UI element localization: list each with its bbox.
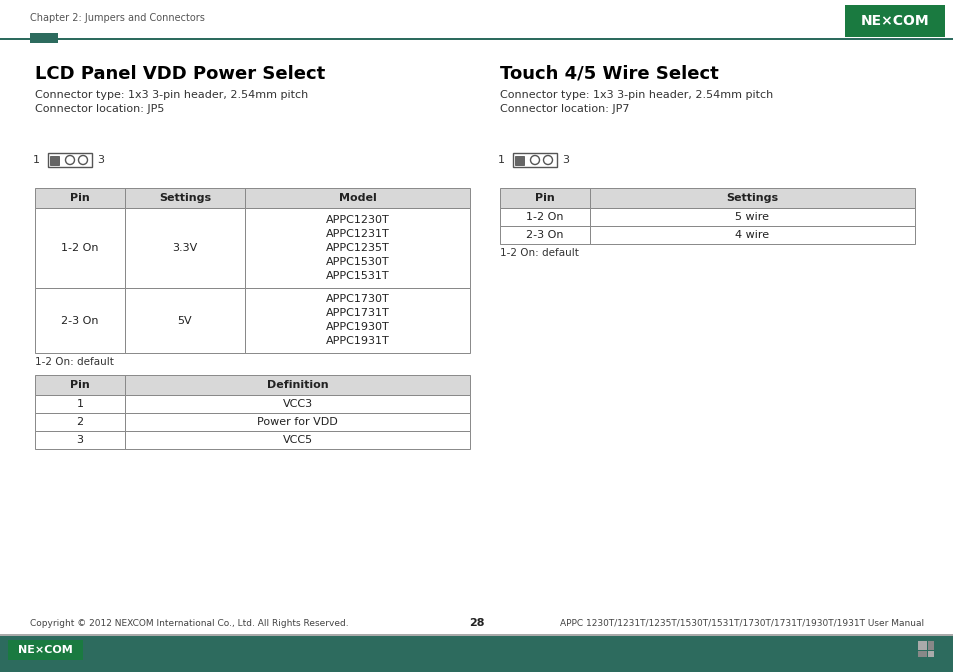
Text: Connector location: JP5: Connector location: JP5 <box>35 104 164 114</box>
Bar <box>35 288 125 353</box>
Bar <box>125 288 245 353</box>
Text: Chapter 2: Jumpers and Connectors: Chapter 2: Jumpers and Connectors <box>30 13 205 23</box>
Bar <box>125 431 470 449</box>
Bar <box>917 641 926 650</box>
Text: Power for VDD: Power for VDD <box>257 417 337 427</box>
Bar <box>515 155 523 165</box>
Bar <box>499 208 589 226</box>
Text: Connector type: 1x3 3-pin header, 2.54mm pitch: Connector type: 1x3 3-pin header, 2.54mm… <box>35 90 308 100</box>
Text: Pin: Pin <box>71 193 90 203</box>
Text: Model: Model <box>338 193 376 203</box>
Text: APPC1230T
APPC1231T
APPC1235T
APPC1530T
APPC1531T: APPC1230T APPC1231T APPC1235T APPC1530T … <box>325 215 389 281</box>
Bar <box>589 226 914 244</box>
Text: APPC1730T
APPC1731T
APPC1930T
APPC1931T: APPC1730T APPC1731T APPC1930T APPC1931T <box>325 294 389 347</box>
Text: VCC5: VCC5 <box>282 435 313 445</box>
Bar <box>125 208 245 288</box>
Text: 3: 3 <box>561 155 568 165</box>
Bar <box>125 413 470 431</box>
Bar <box>35 431 125 449</box>
Text: Copyright © 2012 NEXCOM International Co., Ltd. All Rights Reserved.: Copyright © 2012 NEXCOM International Co… <box>30 619 348 628</box>
Bar <box>35 375 125 395</box>
Text: VCC3: VCC3 <box>282 399 313 409</box>
Text: 2-3 On: 2-3 On <box>526 230 563 240</box>
Bar <box>245 288 470 353</box>
Text: 1-2 On: 1-2 On <box>526 212 563 222</box>
Bar <box>0 38 953 40</box>
Bar <box>245 208 470 288</box>
Bar <box>589 208 914 226</box>
Text: 2: 2 <box>76 417 84 427</box>
Bar <box>125 188 245 208</box>
Bar <box>589 188 914 208</box>
Text: Touch 4/5 Wire Select: Touch 4/5 Wire Select <box>499 65 718 83</box>
Text: 5 wire: 5 wire <box>735 212 769 222</box>
Bar <box>0 636 953 672</box>
Bar <box>30 33 58 43</box>
Bar <box>917 651 926 657</box>
Bar <box>499 226 589 244</box>
Text: 28: 28 <box>469 618 484 628</box>
Bar <box>48 153 91 167</box>
Text: 1: 1 <box>497 155 504 165</box>
Bar <box>35 208 125 288</box>
Bar <box>35 413 125 431</box>
Text: Connector location: JP7: Connector location: JP7 <box>499 104 629 114</box>
Text: NE×COM: NE×COM <box>860 14 928 28</box>
Bar <box>499 188 589 208</box>
Text: 1-2 On: default: 1-2 On: default <box>35 357 113 367</box>
Text: Settings: Settings <box>725 193 778 203</box>
Text: Definition: Definition <box>267 380 328 390</box>
Bar <box>927 651 933 657</box>
Text: Pin: Pin <box>71 380 90 390</box>
Text: 2-3 On: 2-3 On <box>61 315 99 325</box>
Text: Connector type: 1x3 3-pin header, 2.54mm pitch: Connector type: 1x3 3-pin header, 2.54mm… <box>499 90 773 100</box>
Text: NE×COM: NE×COM <box>18 645 72 655</box>
Text: APPC 1230T/1231T/1235T/1530T/1531T/1730T/1731T/1930T/1931T User Manual: APPC 1230T/1231T/1235T/1530T/1531T/1730T… <box>559 619 923 628</box>
Bar <box>125 395 470 413</box>
Bar <box>8 640 83 660</box>
Text: LCD Panel VDD Power Select: LCD Panel VDD Power Select <box>35 65 325 83</box>
Text: Settings: Settings <box>159 193 211 203</box>
Text: Pin: Pin <box>535 193 555 203</box>
Bar <box>513 153 557 167</box>
Text: 3: 3 <box>97 155 104 165</box>
Bar <box>50 155 59 165</box>
Bar <box>927 641 933 650</box>
Text: 1-2 On: 1-2 On <box>61 243 99 253</box>
Text: 1: 1 <box>33 155 40 165</box>
Bar <box>35 188 125 208</box>
Text: 5V: 5V <box>177 315 193 325</box>
Bar <box>125 375 470 395</box>
Bar <box>0 634 953 636</box>
Text: 3.3V: 3.3V <box>172 243 197 253</box>
Text: 1-2 On: default: 1-2 On: default <box>499 248 578 258</box>
Text: 3: 3 <box>76 435 84 445</box>
Bar <box>844 5 944 37</box>
Bar <box>245 188 470 208</box>
Bar <box>35 395 125 413</box>
Text: 1: 1 <box>76 399 84 409</box>
Text: 4 wire: 4 wire <box>735 230 769 240</box>
